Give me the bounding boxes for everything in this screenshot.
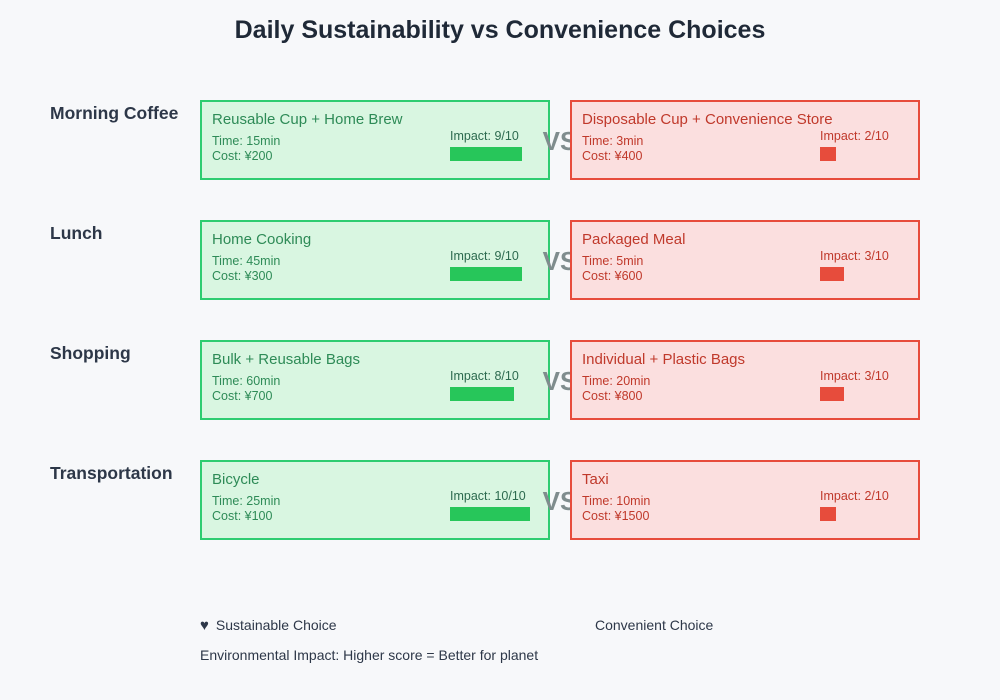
option-title: Individual + Plastic Bags — [582, 351, 746, 368]
category-label-morning-coffee: Morning Coffee — [50, 103, 179, 123]
option-title: Packaged Meal — [582, 231, 686, 248]
convenient-card: Packaged Meal Time: 5min Cost: ¥600 Impa… — [570, 220, 920, 300]
option-cost: Cost: ¥100 — [212, 509, 273, 523]
impact-bar — [820, 267, 844, 281]
legend-convenient: Convenient Choice — [595, 616, 713, 634]
option-time: Time: 3min — [582, 134, 644, 148]
option-time: Time: 20min — [582, 374, 651, 388]
convenient-card: Disposable Cup + Convenience Store Time:… — [570, 100, 920, 180]
sustainable-card: Reusable Cup + Home Brew Time: 15min Cos… — [200, 100, 550, 180]
category-label-shopping: Shopping — [50, 343, 131, 363]
page-title: Daily Sustainability vs Convenience Choi… — [234, 16, 766, 44]
option-time: Time: 45min — [212, 254, 281, 268]
impact-label: Impact: 2/10 — [820, 129, 889, 143]
impact-label: Impact: 2/10 — [820, 489, 889, 503]
impact-bar — [450, 267, 522, 281]
sustainable-card: Bulk + Reusable Bags Time: 60min Cost: ¥… — [200, 340, 550, 420]
option-cost: Cost: ¥700 — [212, 389, 273, 403]
sustainable-card: Bicycle Time: 25min Cost: ¥100 Impact: 1… — [200, 460, 550, 540]
legend-sustainable-label: Sustainable Choice — [215, 617, 337, 633]
option-title: Bulk + Reusable Bags — [212, 351, 361, 368]
option-time: Time: 25min — [212, 494, 281, 508]
option-cost: Cost: ¥300 — [212, 269, 273, 283]
impact-label: Impact: 8/10 — [450, 369, 519, 383]
option-cost: Cost: ¥600 — [582, 269, 643, 283]
impact-bar — [820, 507, 836, 521]
option-cost: Cost: ¥800 — [582, 389, 643, 403]
impact-bar — [820, 387, 844, 401]
option-title: Home Cooking — [212, 231, 312, 248]
legend-convenient-label: Convenient Choice — [595, 617, 714, 633]
legend-sustainable: ♥ Sustainable Choice — [200, 616, 337, 635]
convenient-card: Taxi Time: 10min Cost: ¥1500 Impact: 2/1… — [570, 460, 920, 540]
impact-label: Impact: 9/10 — [450, 249, 519, 263]
option-cost: Cost: ¥1500 — [582, 509, 650, 523]
impact-label: Impact: 9/10 — [450, 129, 519, 143]
option-title: Reusable Cup + Home Brew — [212, 111, 403, 128]
sustainable-card: Home Cooking Time: 45min Cost: ¥300 Impa… — [200, 220, 550, 300]
category-label-transportation: Transportation — [50, 463, 173, 483]
category-label-lunch: Lunch — [50, 223, 103, 243]
impact-bar — [820, 147, 836, 161]
option-title: Taxi — [582, 471, 609, 488]
impact-label: Impact: 10/10 — [450, 489, 526, 503]
heart-icon: ♥ — [200, 617, 209, 634]
impact-bar — [450, 507, 530, 521]
option-cost: Cost: ¥200 — [212, 149, 273, 163]
option-title: Bicycle — [212, 471, 260, 488]
legend-note: Environmental Impact: Higher score = Bet… — [200, 647, 539, 663]
option-cost: Cost: ¥400 — [582, 149, 643, 163]
option-time: Time: 5min — [582, 254, 644, 268]
option-title: Disposable Cup + Convenience Store — [582, 111, 833, 128]
impact-label: Impact: 3/10 — [820, 369, 889, 383]
option-time: Time: 60min — [212, 374, 281, 388]
impact-bar — [450, 387, 514, 401]
option-time: Time: 10min — [582, 494, 651, 508]
impact-bar — [450, 147, 522, 161]
convenient-card: Individual + Plastic Bags Time: 20min Co… — [570, 340, 920, 420]
option-time: Time: 15min — [212, 134, 281, 148]
impact-label: Impact: 3/10 — [820, 249, 889, 263]
